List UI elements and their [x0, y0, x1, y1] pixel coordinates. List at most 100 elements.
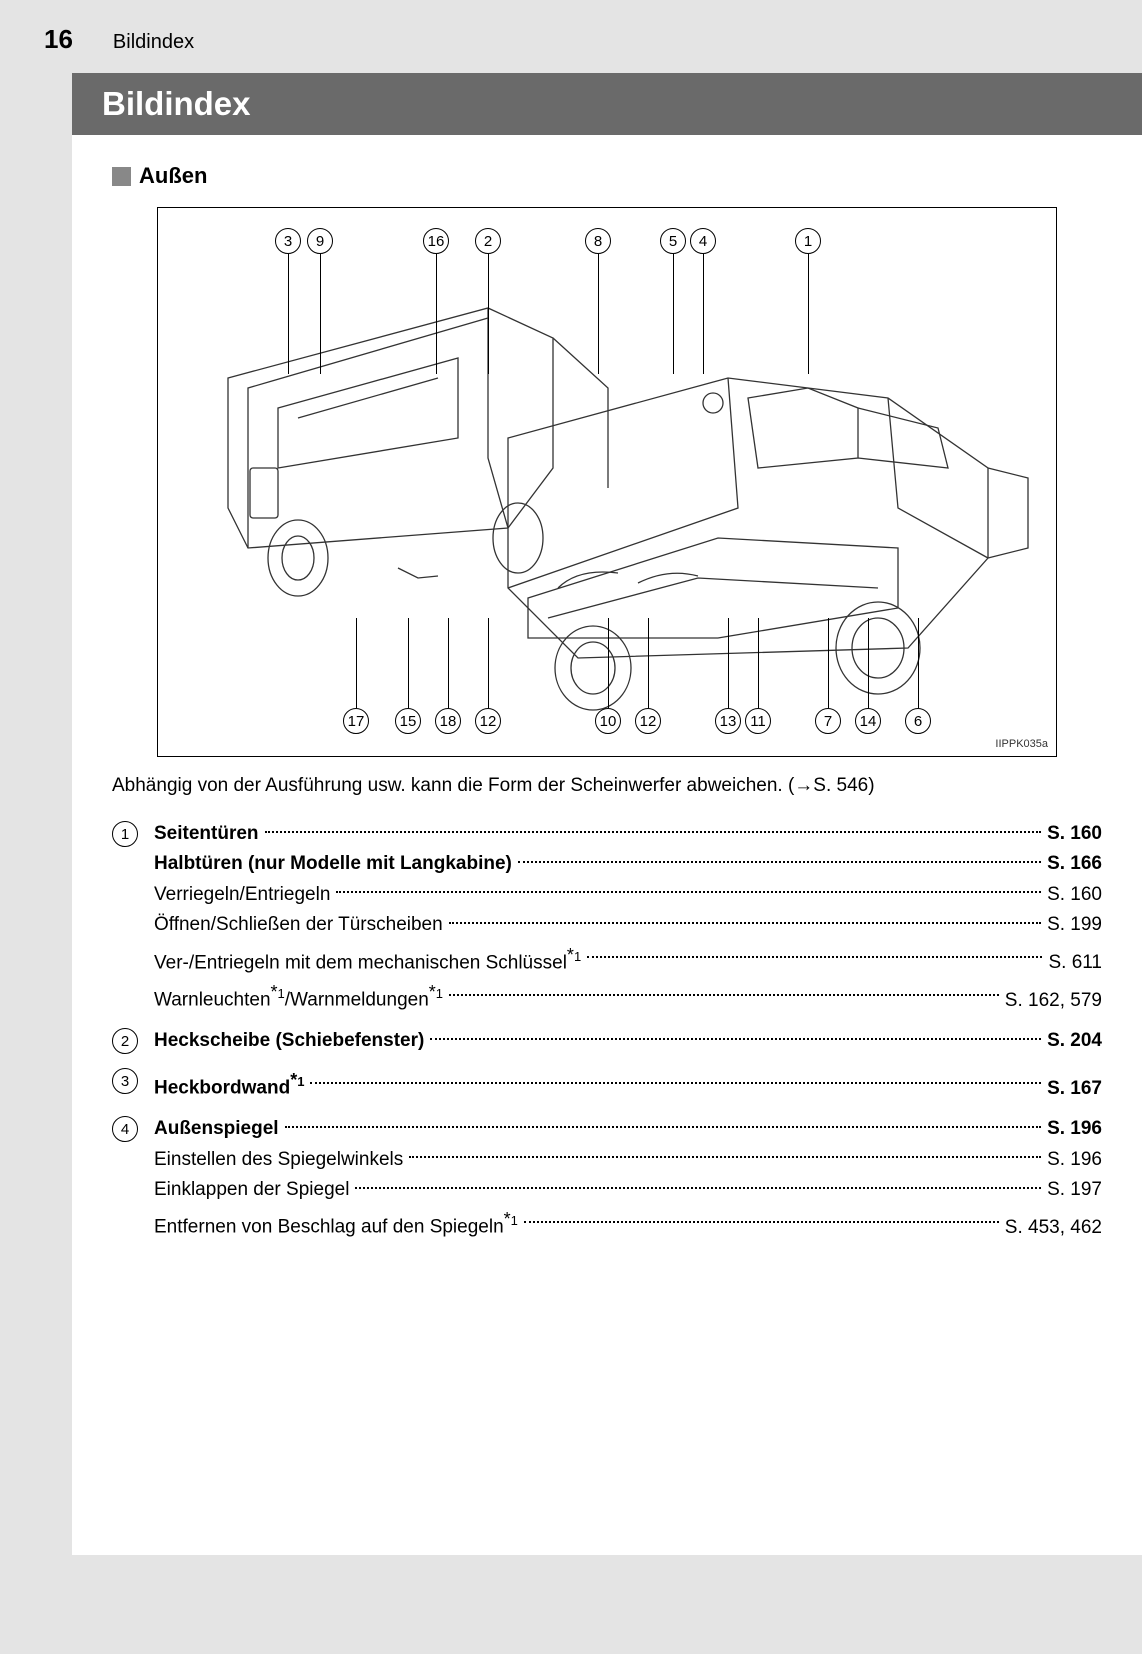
- index-page-ref: S. 196: [1047, 1145, 1102, 1175]
- figure-note: Abhängig von der Ausführung usw. kann di…: [112, 775, 1102, 797]
- index-list: 1SeitentürenS. 160Halbtüren (nur Modelle…: [112, 819, 1102, 1243]
- index-label: Seitentüren: [154, 819, 259, 849]
- leader-dots: [524, 1221, 999, 1223]
- index-marker: 4: [112, 1116, 138, 1142]
- index-line: Ver-/Entriegeln mit dem mechanischen Sch…: [154, 941, 1102, 979]
- index-line: Außenspiegel S. 196: [154, 1114, 1102, 1144]
- index-label: Einklappen der Spiegel: [154, 1175, 349, 1205]
- callout-13-bottom: 13: [715, 708, 741, 734]
- lead-line: [320, 254, 321, 374]
- callout-14-bottom: 14: [855, 708, 881, 734]
- index-label: Einstellen des Spiegelwinkels: [154, 1145, 403, 1175]
- index-lines: Heckbordwand*1S. 167: [154, 1066, 1102, 1104]
- index-line: Heckbordwand*1S. 167: [154, 1066, 1102, 1104]
- callout-10-bottom: 10: [595, 708, 621, 734]
- page-number: 16: [44, 24, 73, 55]
- index-label: Warnleuchten*1/Warnmeldungen*1: [154, 978, 443, 1016]
- index-label: Ver-/Entriegeln mit dem mechanischen Sch…: [154, 941, 581, 979]
- index-label: Außenspiegel: [154, 1114, 279, 1144]
- lead-line: [673, 254, 674, 374]
- index-page-ref: S. 160: [1047, 880, 1102, 910]
- leader-dots: [336, 891, 1041, 893]
- leader-dots: [310, 1082, 1041, 1084]
- index-lines: SeitentürenS. 160Halbtüren (nur Modelle …: [154, 819, 1102, 1016]
- leader-dots: [265, 831, 1042, 833]
- leader-dots: [355, 1187, 1041, 1189]
- leader-dots: [518, 861, 1041, 863]
- index-page-ref: S. 162, 579: [1005, 986, 1102, 1016]
- lead-line: [448, 618, 449, 708]
- callout-4-top: 4: [690, 228, 716, 254]
- callout-17-bottom: 17: [343, 708, 369, 734]
- subheading-text: Außen: [139, 163, 207, 189]
- index-line: Verriegeln/Entriegeln S. 160: [154, 880, 1102, 910]
- callout-1-top: 1: [795, 228, 821, 254]
- lead-line: [728, 618, 729, 708]
- index-group: 1SeitentürenS. 160Halbtüren (nur Modelle…: [112, 819, 1102, 1016]
- index-label: Heckscheibe (Schiebefenster): [154, 1026, 424, 1056]
- page-header: 16 Bildindex: [0, 0, 1142, 73]
- callout-18-bottom: 18: [435, 708, 461, 734]
- leader-dots: [409, 1156, 1041, 1158]
- index-label: Entfernen von Beschlag auf den Spiegeln*…: [154, 1205, 518, 1243]
- index-group: 2 Heckscheibe (Schiebefenster) S. 204: [112, 1026, 1102, 1056]
- callout-16-top: 16: [423, 228, 449, 254]
- header-section-name: Bildindex: [113, 31, 194, 54]
- callout-7-bottom: 7: [815, 708, 841, 734]
- lead-line: [598, 254, 599, 374]
- leader-dots: [285, 1126, 1041, 1128]
- callout-8-top: 8: [585, 228, 611, 254]
- lead-line: [648, 618, 649, 708]
- callout-5-top: 5: [660, 228, 686, 254]
- callout-2-top: 2: [475, 228, 501, 254]
- lead-line: [828, 618, 829, 708]
- index-marker: 3: [112, 1068, 138, 1094]
- index-line: Halbtüren (nur Modelle mit Langkabine) S.…: [154, 849, 1102, 879]
- index-page-ref: S. 196: [1047, 1114, 1102, 1144]
- callout-3-top: 3: [275, 228, 301, 254]
- callout-15-bottom: 15: [395, 708, 421, 734]
- index-marker: 2: [112, 1028, 138, 1054]
- callout-9-top: 9: [307, 228, 333, 254]
- callout-12-bottom: 12: [475, 708, 501, 734]
- lead-line: [758, 618, 759, 708]
- callout-12-bottom: 12: [635, 708, 661, 734]
- index-page-ref: S. 166: [1047, 849, 1102, 879]
- index-label: Verriegeln/Entriegeln: [154, 880, 330, 910]
- lead-line: [918, 618, 919, 708]
- lead-line: [608, 618, 609, 708]
- leader-dots: [430, 1038, 1041, 1040]
- vehicle-diagram: IIPPK035a 39162854117151812101213117146: [157, 207, 1057, 757]
- lead-line: [436, 254, 437, 374]
- index-page-ref: S. 453, 462: [1005, 1213, 1102, 1243]
- lead-line: [488, 254, 489, 374]
- callout-6-bottom: 6: [905, 708, 931, 734]
- index-group: 4 Außenspiegel S. 196 Einstellen des Spiege…: [112, 1114, 1102, 1243]
- title-band: Bildindex: [72, 73, 1142, 135]
- lead-line: [408, 618, 409, 708]
- index-label: Halbtüren (nur Modelle mit Langkabine): [154, 849, 512, 879]
- index-page-ref: S. 204: [1047, 1026, 1102, 1056]
- lead-line: [356, 618, 357, 708]
- subhead-square-icon: [112, 167, 131, 186]
- index-line: Entfernen von Beschlag auf den Spiegeln*…: [154, 1205, 1102, 1243]
- index-line: Heckscheibe (Schiebefenster) S. 204: [154, 1026, 1102, 1056]
- index-page-ref: S. 611: [1048, 948, 1102, 978]
- callout-11-bottom: 11: [745, 708, 771, 734]
- index-line: Einklappen der Spiegel S. 197: [154, 1175, 1102, 1205]
- lead-line: [288, 254, 289, 374]
- index-lines: Heckscheibe (Schiebefenster) S. 204: [154, 1026, 1102, 1056]
- subheading: Außen: [112, 163, 1102, 189]
- content-area: Außen: [72, 135, 1142, 1555]
- index-page-ref: S. 197: [1047, 1175, 1102, 1205]
- lead-line: [703, 254, 704, 374]
- index-label: Öffnen/Schließen der Türscheiben: [154, 910, 443, 940]
- index-marker: 1: [112, 821, 138, 847]
- lead-line: [808, 254, 809, 374]
- page-title: Bildindex: [102, 85, 251, 123]
- index-group: 3 Heckbordwand*1S. 167: [112, 1066, 1102, 1104]
- index-line: Warnleuchten*1/Warnmeldungen*1 S. 162, 57…: [154, 978, 1102, 1016]
- figure-code: IIPPK035a: [995, 738, 1048, 750]
- index-page-ref: S. 167: [1047, 1074, 1102, 1104]
- lead-line: [488, 618, 489, 708]
